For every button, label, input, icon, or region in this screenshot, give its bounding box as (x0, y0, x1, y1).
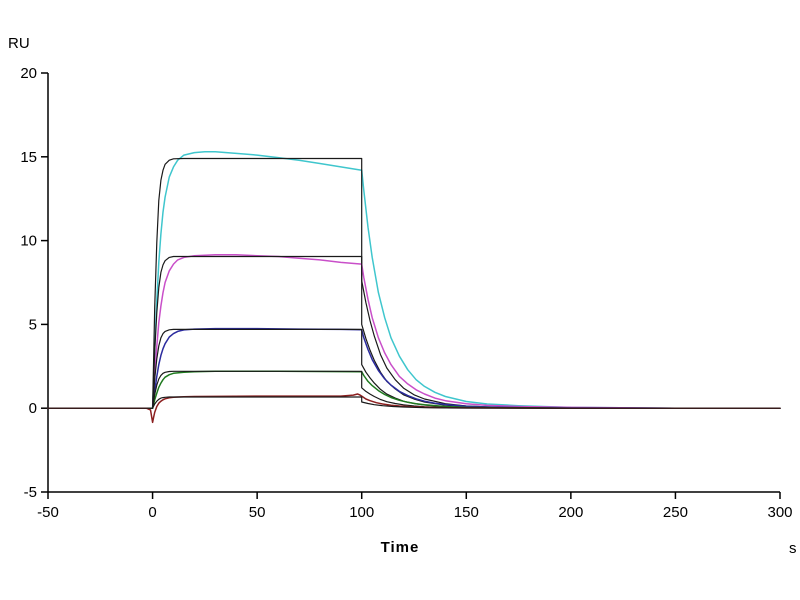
y-tick-label: 15 (20, 149, 37, 166)
series-response-15RU (47, 151, 781, 409)
y-tick-label: 5 (29, 316, 37, 333)
x-axis-title: Time (380, 539, 420, 556)
y-axis-unit-label: RU (8, 35, 30, 52)
y-tick-label: -5 (24, 484, 37, 501)
y-tick-label: 0 (29, 400, 37, 417)
x-tick-label: 100 (349, 504, 374, 521)
series-fit-0.7RU (47, 396, 781, 409)
y-tick-label: 10 (20, 233, 37, 250)
x-axis-unit-label: s (789, 540, 797, 557)
x-tick-label: 300 (767, 504, 792, 521)
series-response-2.2RU (47, 370, 781, 409)
y-tick-label: 20 (20, 65, 37, 82)
x-tick-label: 250 (663, 504, 688, 521)
series-response-0.7RU (47, 393, 781, 424)
x-tick-label: 50 (249, 504, 266, 521)
x-tick-label: 200 (558, 504, 583, 521)
x-tick-label: 0 (148, 504, 156, 521)
series-response-9RU (47, 254, 781, 409)
series-response-4.7RU (47, 327, 781, 409)
x-tick-label: 150 (454, 504, 479, 521)
x-tick-label: -50 (37, 504, 59, 521)
series-fit-15RU (47, 157, 781, 409)
